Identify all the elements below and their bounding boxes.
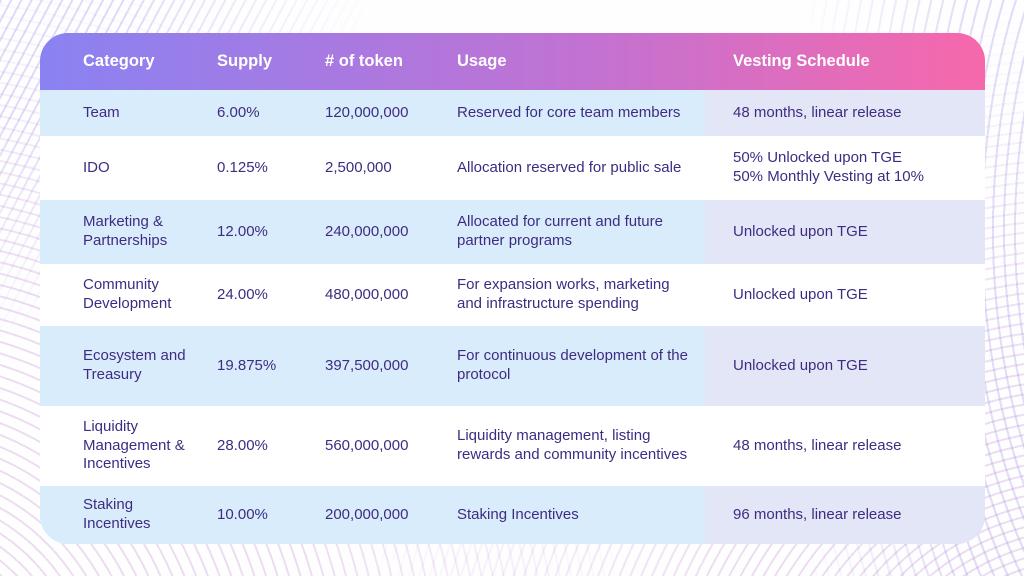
usage-cell: Staking Incentives (440, 486, 705, 544)
tokens-cell: 397,500,000 (310, 326, 440, 406)
table-row-team: Team 6.00% 120,000,000 Reserved for core… (40, 90, 985, 136)
usage-cell: For continuous development of the protoc… (440, 326, 705, 406)
vesting-cell: 48 months, linear release (705, 90, 985, 136)
table-row-staking: Staking Incentives 10.00% 200,000,000 St… (40, 486, 985, 544)
supply-cell: 28.00% (200, 406, 310, 486)
tokens-cell: 120,000,000 (310, 90, 440, 136)
tokens-cell: 240,000,000 (310, 200, 440, 264)
supply-cell: 19.875% (200, 326, 310, 406)
category-cell: IDO (40, 136, 200, 200)
supply-cell: 12.00% (200, 200, 310, 264)
table-header-row: Category Supply # of token Usage Vesting… (40, 33, 985, 90)
supply-cell: 6.00% (200, 90, 310, 136)
tokens-cell: 480,000,000 (310, 264, 440, 326)
usage-cell: For expansion works, marketing and infra… (440, 264, 705, 326)
usage-cell: Reserved for core team members (440, 90, 705, 136)
category-cell: Staking Incentives (40, 486, 200, 544)
tokens-cell: 200,000,000 (310, 486, 440, 544)
table-row-ecosystem: Ecosystem and Treasury 19.875% 397,500,0… (40, 326, 985, 406)
category-cell: Team (40, 90, 200, 136)
tokenomics-table: Category Supply # of token Usage Vesting… (40, 33, 985, 544)
vesting-cell: 48 months, linear release (705, 406, 985, 486)
supply-cell: 10.00% (200, 486, 310, 544)
column-header-usage: Usage (457, 52, 507, 71)
vesting-cell: Unlocked upon TGE (705, 200, 985, 264)
column-header-vesting: Vesting Schedule (733, 52, 870, 71)
table-row-liquidity: Liquidity Management & Incentives 28.00%… (40, 406, 985, 486)
vesting-cell: Unlocked upon TGE (705, 326, 985, 406)
table-row-ido: IDO 0.125% 2,500,000 Allocation reserved… (40, 136, 985, 200)
supply-cell: 0.125% (200, 136, 310, 200)
usage-cell: Allocated for current and future partner… (440, 200, 705, 264)
usage-cell: Liquidity management, listing rewards an… (440, 406, 705, 486)
tokens-cell: 2,500,000 (310, 136, 440, 200)
category-cell: Ecosystem and Treasury (40, 326, 200, 406)
column-header-category: Category (83, 52, 155, 71)
vesting-cell: Unlocked upon TGE (705, 264, 985, 326)
table-row-community: Community Development 24.00% 480,000,000… (40, 264, 985, 326)
category-cell: Community Development (40, 264, 200, 326)
vesting-cell: 50% Unlocked upon TGE 50% Monthly Vestin… (705, 136, 985, 200)
supply-cell: 24.00% (200, 264, 310, 326)
usage-cell: Allocation reserved for public sale (440, 136, 705, 200)
column-header-supply: Supply (217, 52, 273, 71)
tokens-cell: 560,000,000 (310, 406, 440, 486)
vesting-cell: 96 months, linear release (705, 486, 985, 544)
table-row-marketing: Marketing & Partnerships 12.00% 240,000,… (40, 200, 985, 264)
category-cell: Marketing & Partnerships (40, 200, 200, 264)
column-header-tokens: # of token (325, 52, 403, 71)
category-cell: Liquidity Management & Incentives (40, 406, 200, 486)
